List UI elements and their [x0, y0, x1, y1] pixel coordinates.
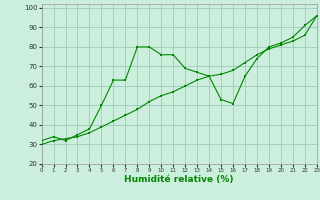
X-axis label: Humidité relative (%): Humidité relative (%): [124, 175, 234, 184]
